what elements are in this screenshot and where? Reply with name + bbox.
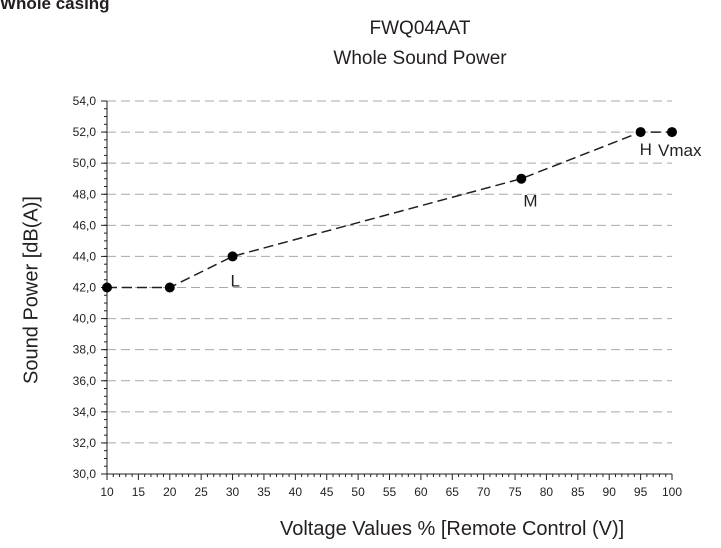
- point-label: L: [231, 271, 240, 290]
- x-tick-label: 50: [351, 485, 365, 499]
- x-tick-label: 85: [571, 485, 585, 499]
- x-tick-label: 80: [540, 485, 554, 499]
- y-tick-label: 40,0: [73, 312, 97, 326]
- x-tick-label: 10: [100, 485, 114, 499]
- x-axis-label: Voltage Values % [Remote Control (V)]: [280, 518, 624, 541]
- x-tick-label: 70: [477, 485, 491, 499]
- x-tick-label: 30: [226, 485, 240, 499]
- point-label: M: [523, 192, 537, 211]
- y-tick-label: 44,0: [73, 249, 97, 263]
- x-tick-label: 75: [508, 485, 522, 499]
- data-point: [516, 174, 526, 184]
- x-tick-label: 20: [163, 485, 177, 499]
- x-tick-label: 45: [320, 485, 334, 499]
- x-tick-label: 65: [446, 485, 460, 499]
- y-tick-label: 38,0: [73, 343, 97, 357]
- x-tick-label: 60: [414, 485, 428, 499]
- x-tick-label: 90: [603, 485, 617, 499]
- x-tick-label: 100: [662, 485, 682, 499]
- y-tick-label: 34,0: [73, 405, 97, 419]
- point-label: Vmax: [658, 141, 702, 160]
- y-tick-label: 50,0: [73, 156, 97, 170]
- y-tick-label: 32,0: [73, 436, 97, 450]
- data-point: [636, 127, 646, 137]
- y-tick-label: 52,0: [73, 125, 97, 139]
- y-axis-label: Sound Power [dB(A)]: [21, 196, 44, 384]
- data-point: [102, 283, 112, 293]
- y-tick-label: 48,0: [73, 187, 97, 201]
- x-tick-label: 95: [634, 485, 648, 499]
- x-tick-label: 55: [383, 485, 397, 499]
- y-tick-label: 30,0: [73, 467, 97, 481]
- x-tick-label: 35: [257, 485, 271, 499]
- data-point: [165, 283, 175, 293]
- y-tick-label: 46,0: [73, 218, 97, 232]
- y-tick-label: 54,0: [73, 94, 97, 108]
- data-point: [228, 251, 238, 261]
- y-tick-label: 42,0: [73, 281, 97, 295]
- x-tick-label: 15: [132, 485, 146, 499]
- y-tick-label: 36,0: [73, 374, 97, 388]
- x-tick-label: 25: [194, 485, 208, 499]
- data-point: [667, 127, 677, 137]
- point-label: H: [640, 140, 652, 159]
- x-tick-label: 40: [289, 485, 303, 499]
- series-line: [107, 132, 672, 287]
